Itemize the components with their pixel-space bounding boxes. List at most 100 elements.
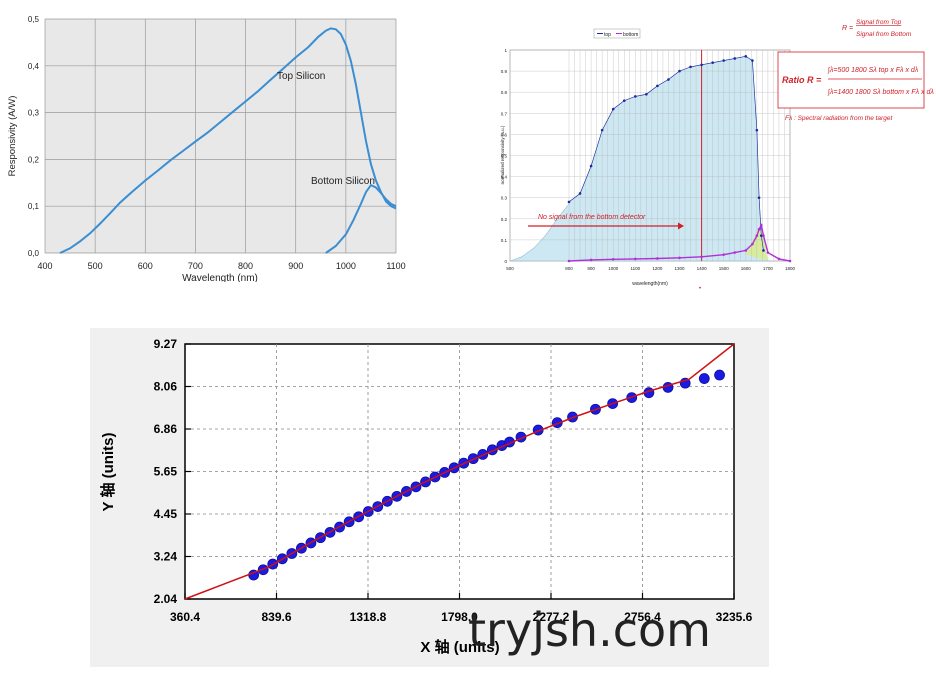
label-bottom-silicon: Bottom Silicon — [311, 176, 375, 187]
data-point-top — [611, 107, 615, 111]
data-point-top — [622, 99, 626, 102]
data-point-bottom — [777, 257, 781, 261]
x-tick-label: 400 — [37, 261, 52, 271]
data-point-bottom — [611, 258, 615, 261]
x-tick-label: 500 — [506, 266, 514, 271]
series-lines — [59, 27, 397, 254]
data-point-top — [567, 200, 571, 204]
x-tick-label: 900 — [587, 266, 595, 271]
x-tick-label: 800 — [565, 266, 573, 271]
data-point-top — [755, 128, 759, 132]
fit-scatter-chart: 360.4 839.6 1318.8 1798.0 2277.2 2756.4 3235.6… — [99, 337, 753, 656]
x-tick-label: 1100 — [386, 261, 405, 271]
data-point-bottom — [766, 251, 770, 254]
chart-top-right: 0 0.1 0.2 0.3 0.4 0.5 0.6 0.7 0.8 0.9 1 500 800 900 10… — [452, 0, 936, 295]
red-dot: • — [699, 286, 701, 292]
legend-bottom-label: bottom — [623, 32, 638, 38]
data-point-top — [759, 234, 763, 237]
y-tick-label: 0.2 — [501, 217, 508, 222]
x-tick-label: 1600 — [741, 266, 752, 271]
y-tick-label: 0.4 — [501, 175, 508, 180]
data-point-bottom — [589, 258, 593, 262]
ratio-label: R = — [842, 25, 853, 32]
data-point-bottom — [700, 255, 703, 259]
data-point — [698, 373, 710, 384]
data-point-top — [600, 128, 604, 132]
legend-top-label: top — [604, 32, 611, 38]
x-tick-label: 839.6 — [261, 610, 291, 624]
series-line-bottom — [568, 223, 791, 262]
x-tick-label: 1200 — [652, 266, 663, 271]
x-tick-label: 1318.8 — [350, 610, 387, 624]
y-tick-label: 0.8 — [501, 90, 508, 95]
x-tick-label: 1700 — [763, 266, 774, 271]
y-tick-label: 0.1 — [501, 238, 508, 243]
data-point-top — [645, 93, 648, 96]
x-tick-label: 1000 — [336, 261, 356, 271]
data-point-bottom — [744, 249, 748, 252]
x-axis-label: wavelength(nm) — [632, 281, 668, 287]
grid — [184, 343, 735, 600]
data-point-bottom — [678, 256, 681, 260]
data-point-top — [667, 78, 670, 81]
x-axis-label: X 轴 (units) — [420, 638, 499, 656]
data-point-top — [589, 164, 593, 168]
y-tick-label: 0,5 — [28, 15, 40, 24]
data-point-top — [689, 65, 692, 69]
responsivity-chart: 400 500 600 700 800 900 1000 1100 0,0 0,1 0,2 0,3 0,… — [7, 15, 406, 284]
data-point-bottom — [762, 234, 765, 237]
y-axis-label: normalized responsivity (a.u.) — [500, 125, 505, 184]
y-tick-label: 0,3 — [28, 109, 40, 118]
data-point-top — [722, 59, 725, 62]
tick-labels: 360.4 839.6 1318.8 1798.0 2277.2 2756.4 3235.6… — [154, 337, 753, 624]
data-point — [714, 369, 725, 381]
x-tick-label: 3235.6 — [716, 610, 753, 624]
y-tick-label: 0.9 — [501, 69, 508, 74]
data-point-bottom — [759, 223, 763, 227]
y-tick-label: 0,4 — [28, 62, 40, 71]
data-point-top — [656, 84, 659, 88]
data-point-bottom — [656, 257, 659, 260]
x-tick-label: 1400 — [697, 266, 708, 271]
annotation-no-signal: No signal from the bottom detector — [538, 214, 646, 221]
x-axis-label: Wavelength (nm) — [182, 273, 258, 282]
formula-footnote: Fλ : Spectral radiation from the target — [785, 115, 893, 122]
x-tick-label: 1300 — [674, 266, 685, 271]
data-point-bottom — [751, 242, 754, 246]
data-point-bottom — [722, 253, 725, 256]
data-point-top — [578, 192, 582, 195]
x-tick-label: 1800 — [785, 266, 796, 271]
label-top-silicon: Top Silicon — [277, 71, 325, 82]
formula-label: Ratio R = — [782, 75, 822, 85]
x-tick-label: 1500 — [719, 266, 730, 271]
y-tick-label: 0 — [504, 259, 507, 264]
y-tick-label: 0,1 — [28, 202, 40, 211]
y-tick-label: 5.65 — [154, 465, 178, 479]
x-tick-label: 1100 — [630, 266, 640, 271]
data-point-top — [751, 59, 754, 62]
y-tick-label: 0,0 — [28, 249, 40, 258]
x-tick-label: 700 — [188, 261, 203, 271]
y-tick-label: 0.7 — [501, 111, 508, 116]
x-tick-label: 1000 — [608, 266, 619, 271]
ratio-denominator: Signal from Bottom — [856, 31, 912, 38]
data-point-top — [744, 55, 748, 58]
watermark: tryjsh.com — [468, 603, 711, 657]
fit-curve — [184, 343, 735, 600]
data-point-bottom — [567, 259, 571, 263]
annotation-arrow-head — [678, 222, 684, 230]
series-line-top-silicon — [59, 27, 397, 254]
formula-numerator: ∫λ=500 1800 Sλ top x Fλ x dλ — [827, 67, 919, 74]
series — [184, 343, 735, 600]
data-point-bottom — [757, 228, 761, 231]
data-point-bottom — [755, 234, 759, 237]
x-tick-label: 800 — [238, 261, 253, 271]
tick-labels: 400 500 600 700 800 900 1000 1100 0,0 0,1 0,2 0,3 0,… — [28, 15, 406, 271]
data-point-top — [634, 95, 637, 98]
x-tick-label: 500 — [88, 261, 103, 271]
data-point-top — [757, 196, 761, 199]
formula-denominator: ∫λ=1400 1800 Sλ bottom x Fλ x dλ — [827, 89, 934, 96]
ratio-numerator: Signal from Top — [856, 19, 902, 26]
